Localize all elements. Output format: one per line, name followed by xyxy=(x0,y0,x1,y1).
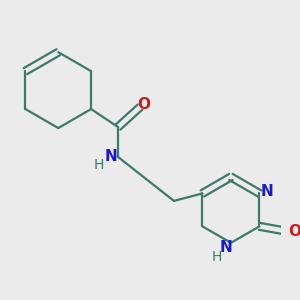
Text: N: N xyxy=(220,240,232,255)
Text: O: O xyxy=(137,97,151,112)
Text: O: O xyxy=(288,224,300,239)
Text: N: N xyxy=(105,149,118,164)
Text: H: H xyxy=(94,158,104,172)
Text: N: N xyxy=(261,184,274,199)
Text: H: H xyxy=(212,250,222,264)
